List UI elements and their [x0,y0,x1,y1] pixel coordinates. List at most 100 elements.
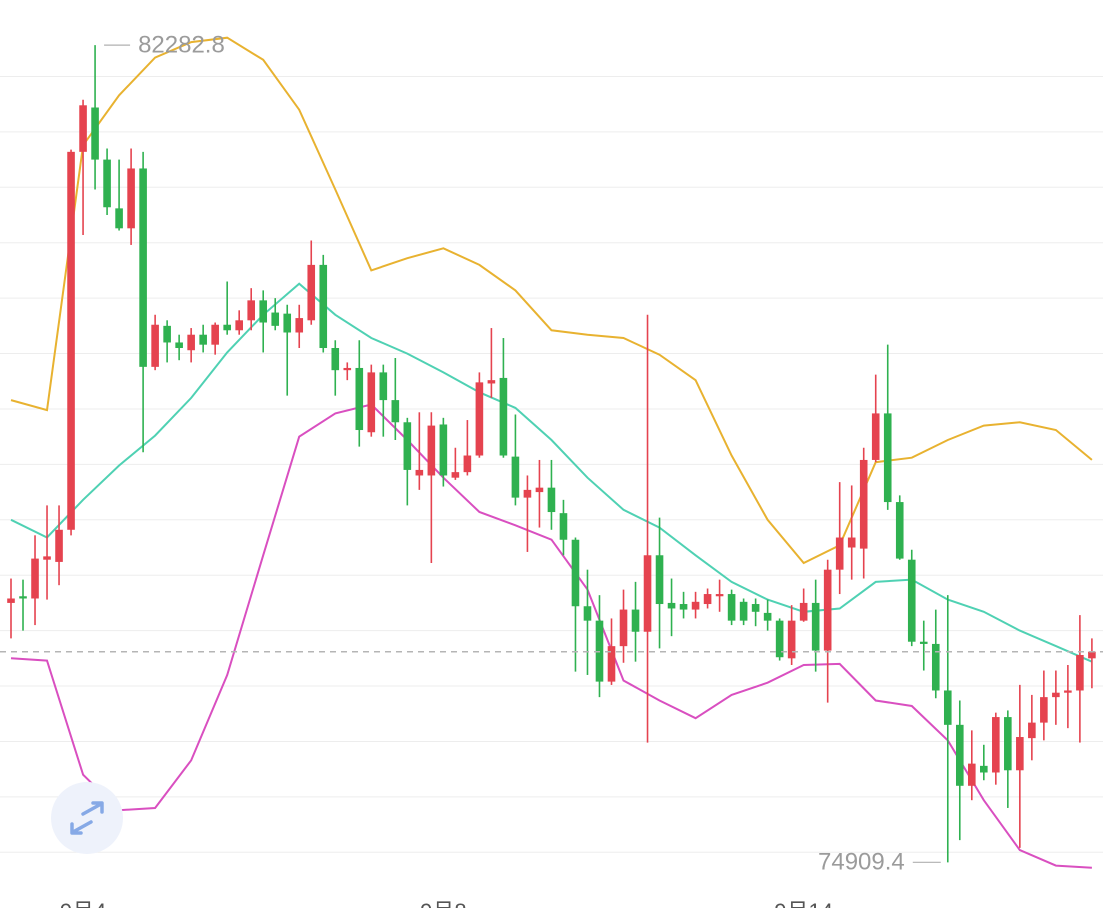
candle-body [499,377,508,456]
candle-body [115,208,123,229]
candle-body [247,300,255,321]
candle-body [7,598,15,603]
candle-body [355,367,364,431]
candle-body [91,107,99,160]
candle-body [427,425,436,476]
candle-body [31,558,39,599]
candle-body [679,604,688,610]
candle-body [1028,722,1036,739]
candle-body [127,168,135,229]
band-line [10,403,1092,869]
candle-body [1076,655,1084,691]
candle-body [343,367,352,371]
candle-body [415,469,424,476]
band-line [10,36,1093,565]
candle-body [919,641,928,644]
candles [7,45,1096,863]
candle-body [667,602,676,609]
max-label: 82282.8 [138,31,225,58]
candle-body [703,594,712,605]
candle-body [451,472,460,478]
candle-body [619,609,628,647]
grid [0,75,1103,853]
candle-body [787,620,796,659]
candle-body [151,324,159,367]
candle-body [187,334,195,351]
expand-icon[interactable] [70,801,104,835]
candle-body [271,312,280,326]
candle-body [139,168,147,367]
candle-body [391,400,400,423]
candle-body [55,529,63,562]
candle-body [475,382,484,456]
candle-body [859,459,868,549]
candle-body [799,602,808,621]
x-axis: 9月4 9月8 9月14 [60,899,833,908]
candle-body [1016,737,1024,771]
candle-body [955,724,964,786]
candle-body [43,556,51,560]
candle-body [1004,717,1012,771]
candle-body [835,537,844,570]
candle-body [67,151,75,530]
candle-body [763,612,772,621]
candle-body [847,537,856,548]
candle-body [727,594,736,621]
candle-body [571,539,580,607]
bands [10,36,1093,869]
candle-body [631,609,640,632]
candle-body [223,324,231,331]
expand-button[interactable] [51,782,123,854]
candle-body [199,334,207,345]
candle-body [811,602,820,651]
candle-body [19,596,27,599]
x-tick-label: 9月4 [60,899,106,908]
candle-body [980,765,988,773]
candle-body [583,606,592,621]
candle-body [511,456,520,498]
candle-body [871,413,880,460]
candle-body [1040,697,1048,723]
expand-button-bg[interactable] [51,782,123,854]
candle-body [163,325,171,343]
candle-body [283,313,292,333]
candle-body [715,594,724,597]
candle-body [751,604,760,612]
candle-body [367,372,376,433]
candle-body [535,487,544,493]
candle-body [79,105,87,152]
candle-body [307,264,316,321]
candle-body [607,646,616,682]
candle-body [1064,690,1072,693]
candle-body [943,690,952,725]
candle-body [691,601,700,610]
candle-body [883,413,892,503]
candle-body [559,513,568,540]
x-tick-label: 9月8 [420,899,466,908]
candle-body [895,502,904,559]
candle-body [775,620,784,658]
candle-body [1052,692,1060,698]
candle-body [259,300,268,323]
annotations: 82282.8 74909.4 [0,31,1103,876]
candle-body [175,342,183,349]
candle-body [739,601,748,621]
candle-body [655,555,664,605]
candle-body [103,159,111,208]
candle-body [523,489,532,498]
candle-body [643,555,652,632]
candle-body [235,320,243,331]
candle-body [1088,651,1096,659]
x-tick-label: 9月14 [774,899,833,908]
candle-body [211,324,219,345]
candle-body [295,318,304,333]
min-label: 74909.4 [818,849,905,876]
candle-body [319,264,328,349]
candle-body [463,455,472,473]
candle-body [823,569,832,651]
candle-body [487,380,496,384]
candle-body [931,643,940,691]
candle-body [439,424,448,476]
